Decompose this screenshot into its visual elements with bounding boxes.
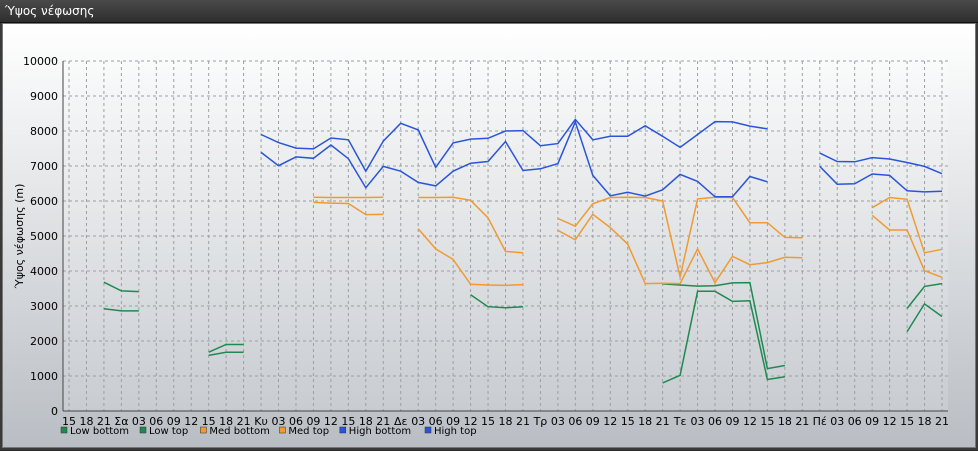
x-tick-label: 15 [481,415,495,428]
y-tick-label: 4000 [30,265,58,278]
cloud-height-chart: 0 1000 2000 3000 4000 5000 6000 7000 8000 9000 100… [3,24,975,447]
y-tick-label: 9000 [30,90,58,103]
legend-item: High top [434,426,477,437]
y-tick-label: 10000 [23,55,58,68]
window-title: Ύψος νέφωσης [5,4,94,18]
x-tick-label: 21 [935,415,949,428]
x-tick-label: 15 [760,415,774,428]
x-tick-label: 06 [848,415,862,428]
y-tick-label: 8000 [30,125,58,138]
y-tick-label: 5000 [30,230,58,243]
legend-swatch [340,427,346,433]
x-tick-label: 03 [691,415,705,428]
y-tick-label: 3000 [30,300,58,313]
x-tick-label: 03 [132,415,146,428]
legend-swatch [279,427,285,433]
x-tick-label: 09 [865,415,879,428]
x-tick-label: 12 [883,415,897,428]
y-tick-label: 1000 [30,370,58,383]
legend-item: Med top [288,426,329,437]
x-tick-label: 15 [621,415,635,428]
x-tick-label: 03 [411,415,425,428]
title-bar: Ύψος νέφωσης [0,0,978,23]
x-tick-label: 18 [918,415,932,428]
legend-item: Med bottom [209,426,269,437]
x-tick-label: Πέ [813,415,827,428]
x-tick-label: 21 [516,415,530,428]
y-tick-label: 2000 [30,335,58,348]
legend-swatch [425,427,431,433]
x-tick-label: 12 [603,415,617,428]
x-tick-label: Τε [673,415,687,428]
x-tick-label: 06 [568,415,582,428]
y-tick-label: 6000 [30,195,58,208]
x-tick-label: 12 [743,415,757,428]
x-tick-label: 09 [725,415,739,428]
x-tick-label: 06 [708,415,722,428]
x-tick-label: 09 [586,415,600,428]
legend-swatch [140,427,146,433]
legend-item: High bottom [349,426,411,437]
x-tick-label: 18 [499,415,513,428]
legend-item: Low bottom [70,426,129,437]
y-tick-label: 0 [51,405,58,418]
x-tick-label: 03 [830,415,844,428]
x-tick-label: 03 [551,415,565,428]
legend-item: Low top [149,426,188,437]
chart-panel: 0 1000 2000 3000 4000 5000 6000 7000 8000 9000 100… [2,23,976,448]
x-tick-label: Τρ [533,415,548,428]
x-tick-label: 03 [272,415,286,428]
legend-swatch [61,427,67,433]
x-tick-label: 18 [638,415,652,428]
x-tick-label: 21 [795,415,809,428]
x-tick-label: 15 [900,415,914,428]
x-tick-label: 21 [656,415,670,428]
legend-swatch [200,427,206,433]
x-tick-label: 18 [778,415,792,428]
y-axis-label: Ύψος νέφωσης (m) [13,184,26,290]
y-tick-label: 7000 [30,160,58,173]
